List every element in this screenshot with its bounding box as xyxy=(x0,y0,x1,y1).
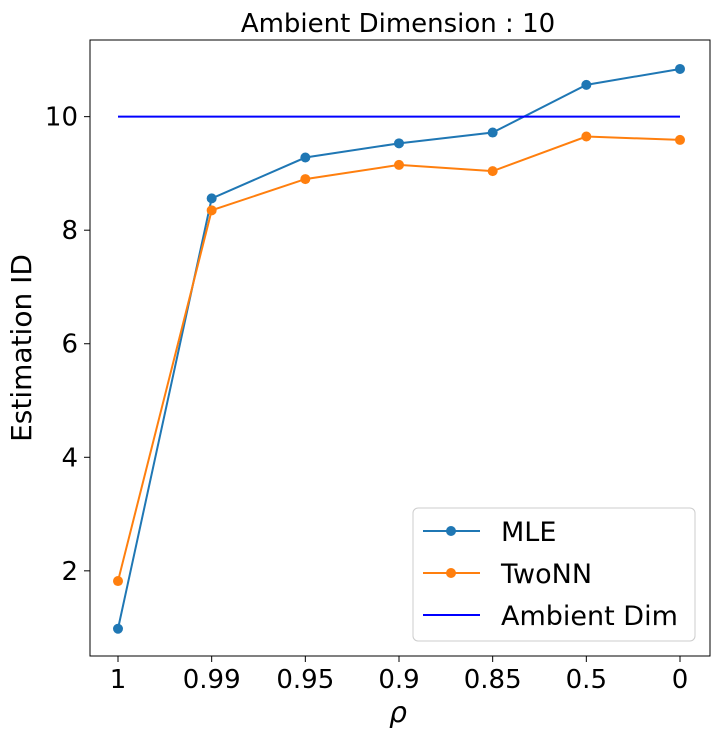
legend-label-ambient-dim: Ambient Dim xyxy=(501,601,678,632)
data-point-mle xyxy=(581,79,592,90)
data-point-twonn xyxy=(394,159,404,170)
x-tick-label: 0.85 xyxy=(464,665,522,695)
x-tick-label: 1 xyxy=(110,665,127,695)
legend-marker-twonn xyxy=(446,568,456,578)
x-tick-label: 0.95 xyxy=(276,665,334,695)
data-point-twonn xyxy=(581,131,592,142)
x-tick-label: 0.9 xyxy=(378,665,419,695)
x-tick-label: 0.5 xyxy=(566,665,607,695)
legend-marker-mle xyxy=(446,526,456,536)
data-point-mle xyxy=(675,63,685,74)
chart-title: Ambient Dimension : 10 xyxy=(241,9,555,39)
legend: MLE TwoNN Ambient Dim xyxy=(412,507,696,642)
y-tick-label: 10 xyxy=(45,103,78,133)
y-axis-label: Estimation ID xyxy=(5,254,38,442)
x-tick-label: 0.99 xyxy=(183,665,241,695)
x-axis: 1 0.99 0.95 0.9 0.85 0.5 0 xyxy=(110,656,689,695)
data-point-mle xyxy=(300,152,311,163)
x-tick-label: 0 xyxy=(672,665,689,695)
legend-box xyxy=(412,507,696,642)
y-tick-label: 2 xyxy=(61,557,78,587)
data-point-mle xyxy=(394,138,404,149)
y-tick-label: 8 xyxy=(61,216,78,246)
data-point-mle xyxy=(487,127,498,138)
legend-label-mle: MLE xyxy=(501,517,556,548)
y-axis: 2 4 6 8 10 xyxy=(45,103,90,587)
y-tick-label: 4 xyxy=(61,443,78,473)
data-point-twonn xyxy=(675,134,685,145)
plot-area xyxy=(89,39,711,657)
x-axis-label: ρ xyxy=(389,696,407,729)
data-point-mle xyxy=(206,193,217,204)
series-layer xyxy=(113,63,685,634)
y-tick-label: 6 xyxy=(61,330,78,360)
data-point-twonn xyxy=(113,576,123,587)
data-point-twonn xyxy=(487,166,498,177)
data-point-twonn xyxy=(300,174,311,185)
legend-label-twonn: TwoNN xyxy=(500,559,592,590)
data-point-mle xyxy=(113,623,123,634)
data-point-twonn xyxy=(206,205,217,216)
